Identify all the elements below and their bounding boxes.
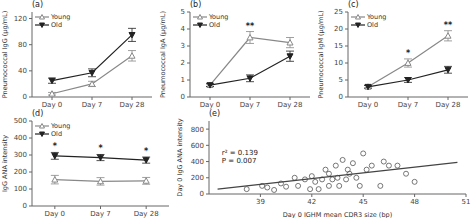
- svg-text:0: 0: [200, 190, 204, 198]
- svg-text:Day 0: Day 0: [358, 101, 379, 109]
- svg-text:5: 5: [181, 8, 185, 16]
- html-text:(b): (b): [190, 0, 202, 9]
- svg-text:IgG ANA intensity: IgG ANA intensity: [8, 135, 9, 192]
- svg-text:15: 15: [334, 42, 343, 50]
- svg-text:600: 600: [191, 142, 204, 150]
- svg-text:Day 7: Day 7: [82, 101, 103, 109]
- svg-text:Day 28: Day 28: [120, 101, 145, 109]
- html-text:Young: Young: [209, 13, 229, 21]
- svg-text:3: 3: [181, 42, 185, 50]
- svg-text:**: **: [444, 21, 453, 30]
- svg-text:45: 45: [359, 198, 368, 206]
- svg-text:500: 500: [14, 117, 27, 125]
- html-text:(c): (c): [348, 0, 359, 9]
- svg-text:Pneumococcal IgA (µg/mL): Pneumococcal IgA (µg/mL): [159, 11, 167, 98]
- html-text:Old: Old: [209, 21, 221, 29]
- svg-text:0: 0: [23, 93, 27, 101]
- svg-text:Day 7: Day 7: [240, 101, 261, 109]
- svg-text:Day 7: Day 7: [90, 210, 111, 218]
- svg-text:*: *: [53, 142, 58, 151]
- svg-text:Day 0 IGHM mean CDR3 size (bp): Day 0 IGHM mean CDR3 size (bp): [283, 211, 392, 218]
- svg-text:80: 80: [18, 41, 27, 49]
- html-text:Young: Young: [51, 13, 71, 21]
- html-text:Young: Young: [51, 122, 71, 130]
- svg-text:*: *: [98, 144, 103, 153]
- svg-text:39: 39: [256, 198, 265, 206]
- html-text:(a): (a): [32, 0, 44, 9]
- svg-text:2: 2: [181, 59, 185, 67]
- svg-text:48: 48: [410, 198, 419, 206]
- svg-text:10: 10: [334, 59, 343, 67]
- svg-text:300: 300: [14, 151, 27, 159]
- svg-text:400: 400: [191, 158, 204, 166]
- svg-text:Day 28: Day 28: [134, 210, 159, 218]
- html-text:Old: Old: [367, 21, 379, 29]
- svg-text:Day 28: Day 28: [436, 101, 461, 109]
- svg-text:1: 1: [181, 76, 185, 84]
- svg-text:0: 0: [339, 93, 343, 101]
- svg-text:100: 100: [14, 185, 27, 193]
- svg-text:Day 0: Day 0: [42, 101, 63, 109]
- svg-text:40: 40: [18, 67, 27, 75]
- svg-text:Day 0 IgG ANA intensity: Day 0 IgG ANA intensity: [176, 118, 184, 196]
- svg-text:400: 400: [14, 134, 27, 142]
- svg-text:20: 20: [334, 25, 343, 33]
- html-text:(e): (e): [209, 109, 221, 118]
- svg-text:120: 120: [14, 15, 27, 23]
- svg-text:0: 0: [23, 202, 27, 210]
- html-text:P = 0.007: P = 0.007: [221, 156, 257, 165]
- svg-text:200: 200: [191, 174, 204, 182]
- svg-text:800: 800: [191, 126, 204, 134]
- svg-text:*: *: [144, 147, 149, 156]
- svg-text:Day 0: Day 0: [200, 101, 221, 109]
- svg-text:42: 42: [307, 198, 316, 206]
- svg-text:*: *: [406, 49, 411, 58]
- svg-text:Pneumococcal IgM (µg/mL): Pneumococcal IgM (µg/mL): [317, 10, 325, 98]
- svg-text:Day 28: Day 28: [278, 101, 303, 109]
- svg-text:Day 7: Day 7: [398, 101, 419, 109]
- html-text:r² = 0.139: r² = 0.139: [221, 148, 258, 157]
- svg-text:4: 4: [181, 25, 186, 33]
- svg-text:5: 5: [339, 76, 343, 84]
- svg-text:**: **: [246, 22, 255, 31]
- html-text:Old: Old: [51, 21, 63, 29]
- svg-text:Pneumococcal IgG (µg/mL): Pneumococcal IgG (µg/mL): [8, 11, 9, 99]
- svg-text:200: 200: [14, 168, 27, 176]
- html-text:Old: Old: [51, 130, 63, 138]
- svg-text:51: 51: [462, 198, 466, 206]
- svg-text:25: 25: [334, 8, 343, 16]
- html-text:(d): (d): [32, 109, 44, 118]
- html-text:Young: Young: [367, 13, 387, 21]
- svg-text:Day 0: Day 0: [45, 210, 66, 218]
- svg-text:0: 0: [181, 93, 185, 101]
